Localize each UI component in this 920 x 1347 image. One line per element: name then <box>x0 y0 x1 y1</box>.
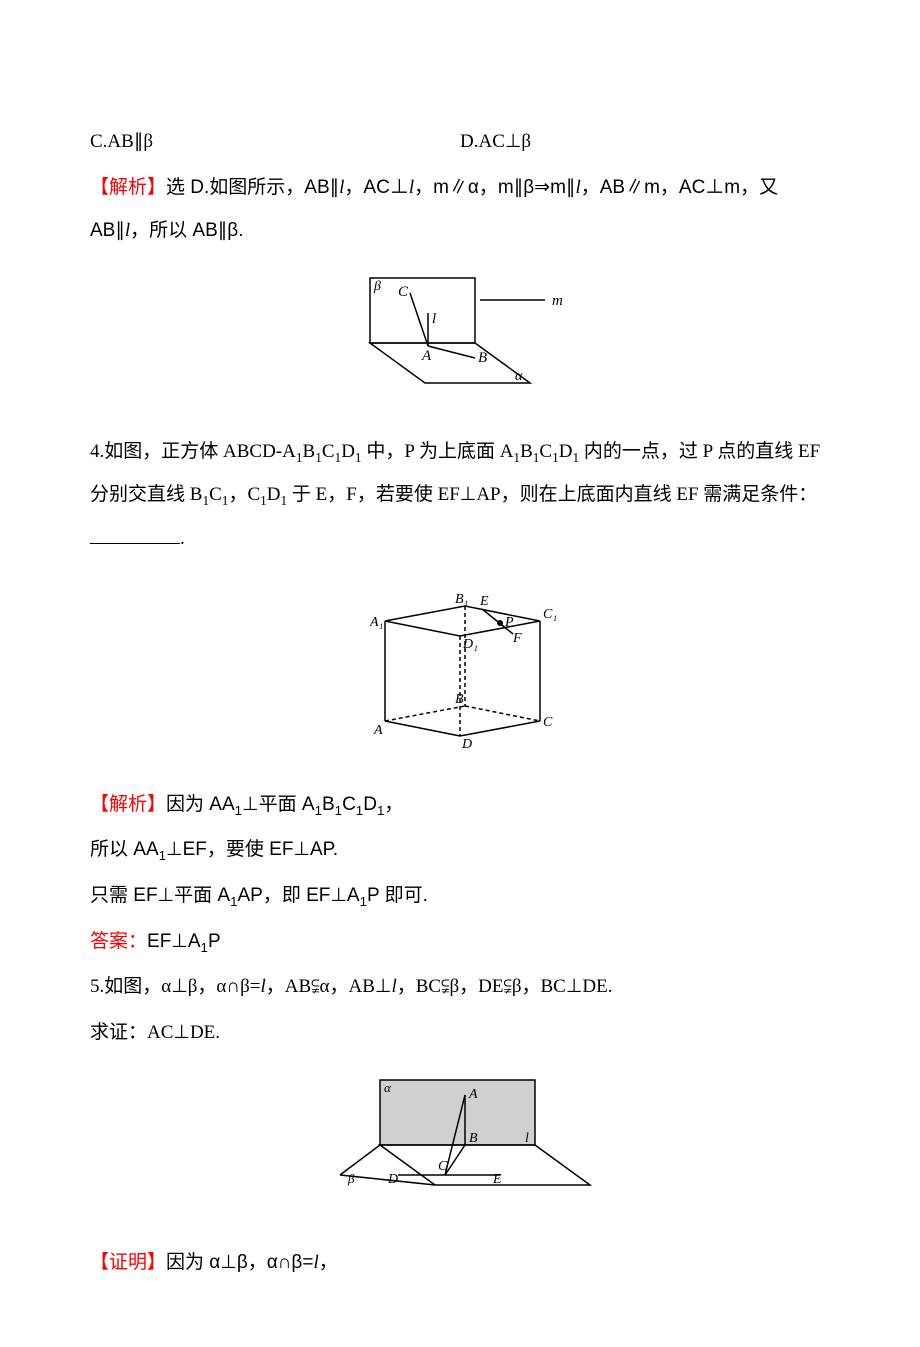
text-segment: 求证：AC⊥DE. <box>90 1022 220 1043</box>
subscript: 1 <box>315 450 322 465</box>
q4-answer-line: 答案：EF⊥A1P <box>90 920 830 964</box>
subscript: 1 <box>552 450 559 465</box>
q5-figure: α A B l C D E β <box>90 1070 830 1227</box>
fig-label-B: B <box>478 350 487 366</box>
subscript: 1 <box>335 802 342 817</box>
q5-proof-line: 【证明】因为 α⊥β，α∩β=l， <box>90 1241 830 1285</box>
text-segment: P <box>208 931 221 952</box>
text-segment: 因为 α⊥β，α∩β= <box>166 1252 313 1273</box>
text-segment: AP，即 EF⊥A <box>237 885 359 906</box>
subscript: 1 <box>159 848 166 863</box>
option-d: D.AC⊥β <box>460 120 830 164</box>
text-segment: B <box>520 441 533 462</box>
text-segment: ，AC⊥ <box>344 177 408 198</box>
text-segment: 中，P 为上底面 A <box>362 441 514 462</box>
fig-label: A <box>468 1087 478 1102</box>
fig-label: D <box>461 737 472 751</box>
blank-fill <box>90 525 180 544</box>
proof-label: 【证明】 <box>90 1252 166 1273</box>
q4-analysis-line2: 所以 AA1⊥EF，要使 EF⊥AP. <box>90 828 830 872</box>
q5-stem-line1: 5.如图，α⊥β，α∩β=l，AB⫋α，AB⊥l，BC⫋β，DE⫋β，BC⊥DE… <box>90 965 830 1009</box>
text-segment: 只需 EF⊥平面 A <box>90 885 230 906</box>
fig-label: C₁ <box>543 607 557 622</box>
text-segment: D <box>267 484 281 505</box>
text-segment: P 即可. <box>367 885 428 906</box>
fig-label: B <box>469 1131 478 1146</box>
text-segment: EF⊥A <box>147 931 201 952</box>
text-segment: 于 E，F，若要使 EF⊥AP，则在上底面内直线 EF 需满足条件： <box>287 484 817 505</box>
fig-label: α <box>384 1080 392 1095</box>
fig-label-l: l <box>432 311 436 327</box>
text-segment: β，BC⊥DE. <box>512 976 613 997</box>
fig-label: E <box>492 1172 502 1187</box>
q4-analysis-line1: 【解析】因为 AA1⊥平面 A1B1C1D1， <box>90 783 830 827</box>
fig-label-m: m <box>552 293 563 309</box>
text-segment: D <box>341 441 355 462</box>
fig-label: D₁ <box>462 637 478 652</box>
text-segment: ⊥EF，要使 EF⊥AP. <box>166 839 338 860</box>
text-segment: D <box>559 441 573 462</box>
fig-label-alpha: α <box>515 369 523 384</box>
text-segment: ，C <box>228 484 260 505</box>
text-segment: α，AB⊥ <box>320 976 392 997</box>
fig-label: C <box>438 1159 448 1174</box>
fig-label: A₁ <box>369 615 383 630</box>
fig-label: A <box>373 723 383 738</box>
q4-figure: A₁ B₁ C₁ D₁ E P F A B C D <box>90 576 830 768</box>
text-segment: C <box>209 484 222 505</box>
fig-label: l <box>525 1131 529 1146</box>
text-segment: ， <box>319 1252 338 1273</box>
q5-stem-line2: 求证：AC⊥DE. <box>90 1011 830 1055</box>
fig-label-C: C <box>398 284 409 300</box>
text-segment: ，AB <box>266 976 311 997</box>
text-segment: 5.如图，α⊥β，α∩β= <box>90 976 260 997</box>
text-segment: C <box>322 441 335 462</box>
text-segment: ，m∥α，m∥β⇒m∥ <box>414 177 575 198</box>
subscript: 1 <box>201 939 208 954</box>
subscript: 1 <box>355 450 362 465</box>
text-segment: D <box>363 794 377 815</box>
fig-label: F <box>512 631 522 646</box>
fig-label-A: A <box>421 348 432 364</box>
q4-analysis-line3: 只需 EF⊥平面 A1AP，即 EF⊥A1P 即可. <box>90 874 830 918</box>
fig-label: P <box>504 615 514 630</box>
fig-label: D <box>387 1172 398 1187</box>
q3-analysis-line: 【解析】选 D.如图所示，AB∥l，AC⊥l，m∥α，m∥β⇒m∥l，AB∥m，… <box>90 166 830 253</box>
fig-label: B₁ <box>455 592 468 607</box>
subscript: 1 <box>296 450 303 465</box>
text-segment: β，DE <box>449 976 503 997</box>
text-segment: C <box>342 794 356 815</box>
fig-label: E <box>479 594 489 609</box>
text-segment: 因为 AA <box>166 794 235 815</box>
fig-label-beta: β <box>373 279 381 294</box>
text-segment: ，所以 AB∥β. <box>130 220 243 241</box>
option-c: C.AB∥β <box>90 120 460 164</box>
fig-label: B <box>455 692 464 707</box>
text-segment: 4.如图，正方体 ABCD-A <box>90 441 296 462</box>
q3-figure: β C m l A B α <box>90 268 830 415</box>
text-segment: C <box>539 441 552 462</box>
q4-stem: 4.如图，正方体 ABCD-A1B1C1D1 中，P 为上底面 A1B1C1D1… <box>90 430 830 561</box>
subset-symbol: ⫋ <box>503 976 511 997</box>
answer-label: 答案： <box>90 931 147 952</box>
text-segment: ， <box>384 794 403 815</box>
text-segment: ⊥平面 A <box>242 794 315 815</box>
fig-label: C <box>543 715 553 730</box>
text-segment: ，BC <box>397 976 441 997</box>
fig-label: β <box>347 1171 355 1186</box>
subscript: 1 <box>315 802 322 817</box>
analysis-label: 【解析】 <box>90 177 166 198</box>
text-segment: 所以 AA <box>90 839 159 860</box>
subset-symbol: ⫋ <box>311 976 319 997</box>
subscript: 1 <box>235 802 242 817</box>
subscript: 1 <box>360 894 367 909</box>
analysis-label: 【解析】 <box>90 794 166 815</box>
text-segment: B <box>303 441 316 462</box>
subscript: 1 <box>260 493 267 508</box>
text-segment: B <box>322 794 335 815</box>
text-segment: 选 D.如图所示，AB∥ <box>166 177 339 198</box>
q3-options-row: C.AB∥β D.AC⊥β <box>90 120 830 164</box>
